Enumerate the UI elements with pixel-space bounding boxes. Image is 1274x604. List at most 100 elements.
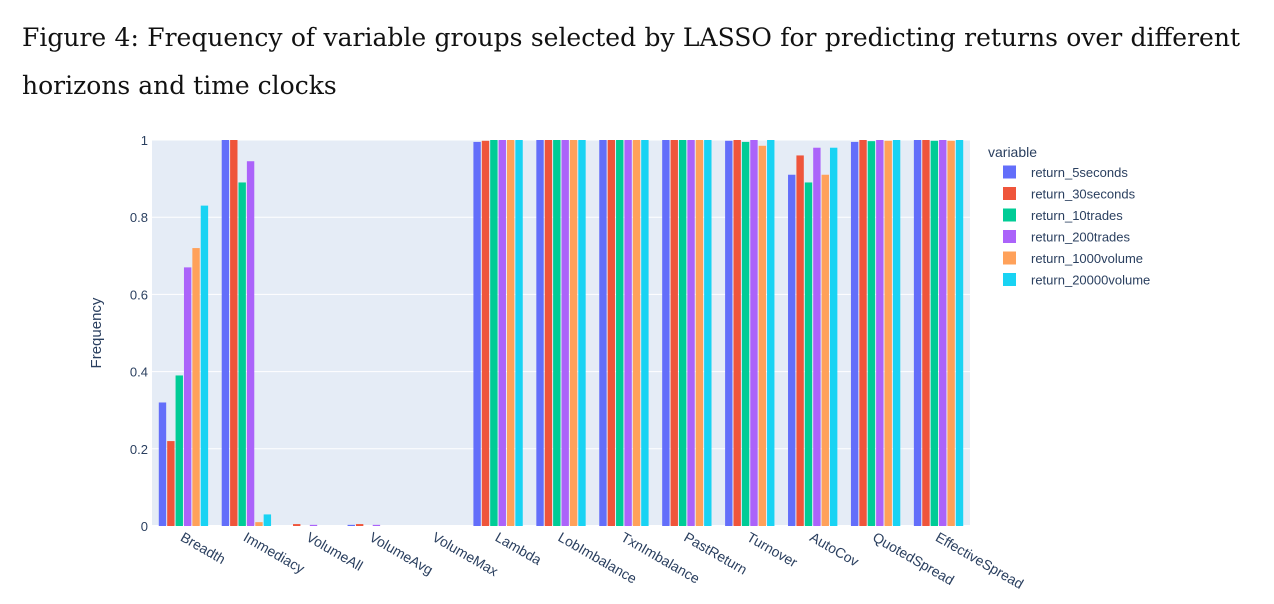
bar-return_30seconds-EffectiveSpread	[922, 140, 930, 526]
bar-return_20000volume-TxnImbalance	[641, 140, 649, 526]
bar-return_30seconds-AutoCov	[796, 155, 804, 526]
x-tick-label-Immediacy: Immediacy	[241, 529, 308, 577]
bar-return_1000volume-Immediacy	[255, 522, 263, 526]
bar-return_1000volume-EffectiveSpread	[947, 140, 955, 526]
bar-return_5seconds-Turnover	[725, 140, 733, 526]
x-tick-label-VolumeMax: VolumeMax	[430, 529, 501, 579]
bar-return_5seconds-TxnImbalance	[599, 140, 607, 526]
bar-return_200trades-EffectiveSpread	[939, 140, 947, 526]
bar-return_5seconds-EffectiveSpread	[913, 140, 922, 526]
bar-return_5seconds-Breadth	[158, 402, 167, 526]
bar-return_20000volume-LobImbalance	[578, 140, 586, 526]
x-tick-label-VolumeAll: VolumeAll	[304, 529, 366, 574]
bar-return_1000volume-Breadth	[192, 248, 200, 526]
bar-return_200trades-Turnover	[750, 140, 758, 526]
legend-swatch-return_5seconds[interactable]	[1003, 165, 1016, 179]
bar-return_1000volume-Turnover	[758, 145, 767, 527]
legend-label-return_20000volume[interactable]: return_20000volume	[1031, 273, 1150, 288]
bar-return_200trades-AutoCov	[813, 147, 821, 526]
bar-return_5seconds-LobImbalance	[536, 140, 544, 526]
legend-swatch-return_200trades[interactable]	[1003, 230, 1016, 243]
bar-return_30seconds-VolumeAll	[293, 524, 301, 526]
y-tick-label: 1	[141, 133, 148, 148]
x-tick-label-Breadth: Breadth	[178, 529, 228, 567]
y-tick-labels: 0 0.2 0.4 0.6 0.8 1	[130, 133, 148, 534]
bar-return_20000volume-Immediacy	[263, 514, 272, 526]
y-tick-label: 0.2	[130, 442, 148, 457]
bar-return_10trades-TxnImbalance	[616, 140, 624, 526]
bar-return_10trades-Turnover	[741, 141, 750, 526]
bar-return_30seconds-Breadth	[167, 441, 175, 526]
bar-return_30seconds-QuotedSpread	[859, 140, 867, 526]
bar-return_200trades-VolumeAll	[309, 524, 318, 526]
bar-return_30seconds-TxnImbalance	[607, 140, 616, 526]
bar-return_30seconds-LobImbalance	[544, 140, 553, 526]
bar-return_200trades-QuotedSpread	[876, 140, 884, 526]
bar-return_1000volume-PastReturn	[695, 140, 704, 526]
bar-return_200trades-TxnImbalance	[624, 140, 632, 526]
bar-return_20000volume-Turnover	[767, 140, 775, 526]
legend-title: variable	[988, 144, 1037, 160]
bar-return_5seconds-Immediacy	[221, 140, 230, 526]
y-tick-label: 0.8	[130, 210, 148, 225]
legend-swatch-return_10trades[interactable]	[1003, 208, 1016, 222]
bar-return_5seconds-PastReturn	[662, 140, 670, 526]
bar-return_5seconds-VolumeAvg	[347, 524, 355, 526]
legend[interactable]: variable return_5seconds return_30seconds…	[988, 144, 1150, 288]
x-tick-label-AutoCov: AutoCov	[807, 529, 862, 570]
bar-return_200trades-LobImbalance	[561, 140, 569, 526]
bar-return_30seconds-Turnover	[733, 140, 741, 526]
x-tick-label-VolumeAvg: VolumeAvg	[367, 529, 436, 578]
legend-label-return_5seconds[interactable]: return_5seconds	[1031, 165, 1128, 180]
legend-swatch-return_20000volume[interactable]	[1003, 273, 1016, 286]
bar-return_10trades-Lambda	[490, 140, 498, 526]
bar-return_10trades-Immediacy	[238, 182, 246, 526]
bar-return_30seconds-Lambda	[481, 140, 490, 526]
legend-swatch-return_1000volume[interactable]	[1003, 251, 1016, 265]
bar-return_200trades-Lambda	[498, 140, 506, 526]
y-tick-label: 0.6	[130, 287, 148, 302]
bar-return_1000volume-TxnImbalance	[632, 140, 641, 526]
bar-return_20000volume-PastReturn	[704, 140, 712, 526]
bar-return_5seconds-QuotedSpread	[850, 141, 859, 526]
bar-return_10trades-Breadth	[175, 375, 183, 526]
legend-label-return_200trades[interactable]: return_200trades	[1031, 230, 1131, 245]
figure-caption: Figure 4: Frequency of variable groups s…	[22, 23, 1240, 100]
bar-return_30seconds-PastReturn	[670, 140, 678, 526]
bar-return_10trades-AutoCov	[804, 182, 813, 526]
bar-return_10trades-LobImbalance	[553, 140, 561, 526]
bar-return_1000volume-QuotedSpread	[884, 140, 892, 526]
bar-return_10trades-PastReturn	[678, 140, 687, 526]
bars	[158, 140, 964, 527]
legend-swatch-return_30seconds[interactable]	[1003, 187, 1016, 200]
bar-return_200trades-PastReturn	[687, 140, 695, 526]
x-tick-label-Turnover: Turnover	[744, 529, 800, 571]
legend-label-return_30seconds[interactable]: return_30seconds	[1031, 187, 1136, 202]
bar-return_20000volume-EffectiveSpread	[955, 140, 964, 526]
legend-label-return_1000volume[interactable]: return_1000volume	[1031, 251, 1143, 266]
bar-return_200trades-Breadth	[183, 267, 192, 526]
y-tick-label: 0.4	[130, 365, 148, 380]
bar-return_1000volume-AutoCov	[821, 174, 829, 527]
bar-return_10trades-EffectiveSpread	[930, 140, 939, 526]
bar-return_20000volume-Breadth	[200, 205, 209, 526]
bar-return_1000volume-LobImbalance	[569, 140, 578, 526]
legend-label-return_10trades[interactable]: return_10trades	[1031, 208, 1123, 223]
plot-background	[152, 140, 970, 526]
bar-return_5seconds-Lambda	[473, 141, 481, 526]
x-tick-label-Lambda: Lambda	[493, 529, 545, 568]
bar-return_20000volume-AutoCov	[829, 147, 838, 526]
y-axis-label: Frequency	[88, 297, 105, 368]
bar-return_10trades-QuotedSpread	[867, 141, 876, 526]
bar-return_200trades-Immediacy	[246, 161, 255, 527]
bar-return_200trades-VolumeAvg	[372, 524, 381, 526]
bar-return_30seconds-VolumeAvg	[355, 524, 364, 526]
bar-return_20000volume-Lambda	[515, 140, 523, 526]
bar-return_20000volume-QuotedSpread	[892, 140, 901, 526]
bar-return_30seconds-Immediacy	[230, 140, 238, 526]
bar-return_1000volume-Lambda	[506, 140, 515, 526]
y-tick-label: 0	[141, 519, 148, 534]
bar-return_5seconds-AutoCov	[788, 174, 796, 527]
